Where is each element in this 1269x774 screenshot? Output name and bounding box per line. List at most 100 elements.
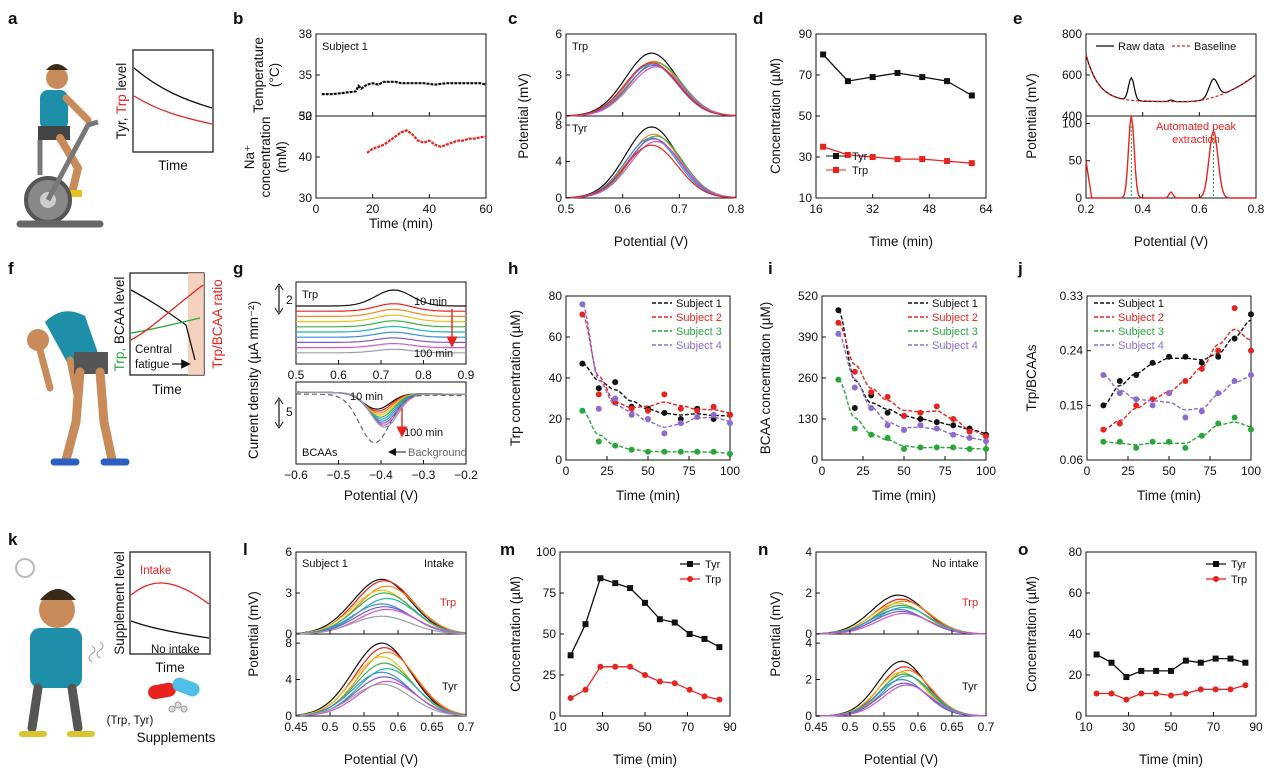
m-point-Trp — [686, 686, 693, 693]
h-plot-point-Subject 3 — [579, 407, 586, 414]
i-plot-point-Subject 1 — [835, 307, 842, 314]
b-bot-xtick-label: 40 — [423, 202, 437, 216]
g-top-xtick-label: 0.9 — [458, 368, 475, 382]
h-plot-xtick-label: 25 — [600, 464, 614, 478]
n-bot-ytick-label: 2 — [805, 673, 812, 687]
h-plot-point-Subject 2 — [612, 399, 619, 406]
i-plot-point-Subject 2 — [933, 403, 940, 410]
e-baseline-line — [1085, 54, 1257, 103]
b-bot-ytick-label: 30 — [299, 191, 313, 205]
panel-d-xlabel: Time (min) — [869, 234, 933, 249]
panel-a-ylabel: Tyr, Trp level — [114, 63, 129, 140]
g-top-curve-9 — [296, 348, 466, 354]
n-bot-curve-4 — [815, 673, 987, 717]
j-plot-point-Subject 4 — [1215, 390, 1222, 397]
e-bot-ytick-label: 100 — [1062, 116, 1082, 130]
c-bot-xtick-label: 0.8 — [728, 202, 745, 216]
c-bot-curve-4 — [565, 138, 737, 199]
n-bot-curve-0 — [816, 660, 987, 717]
panel-a: a Tyr, Trp level Time — [8, 9, 214, 228]
m-xtick-label: 90 — [723, 720, 737, 734]
m-point-Trp — [627, 663, 634, 670]
i-plot-point-Subject 4 — [868, 404, 875, 411]
o-point-Trp — [1108, 690, 1115, 697]
j-plot-point-Subject 2 — [1100, 426, 1107, 433]
m-point-Tyr — [642, 599, 648, 606]
scale-label-top: 2 — [286, 293, 293, 307]
d-point-Trp — [820, 143, 827, 150]
d-point-Trp — [968, 160, 975, 167]
o-xtick-label: 30 — [1122, 720, 1136, 734]
panel-o: o 0 20 40 60 80 10 30 50 70 90 Tyr Trp Concentratio… — [1018, 540, 1263, 767]
i-plot-fit-Subject 1 — [837, 309, 987, 434]
i-plot-legend-label-0: Subject 1 — [932, 298, 978, 310]
e-bot-xtick-label: 0.8 — [1248, 202, 1265, 216]
g-top-xtick-label: 0.7 — [373, 368, 390, 382]
c-bot-xtick-label: 0.6 — [614, 202, 631, 216]
panel-n-no-intake: No intake — [932, 558, 978, 570]
o-point-Trp — [1182, 690, 1189, 697]
h-plot-point-Subject 4 — [694, 413, 701, 420]
h-plot-xtick-label: 100 — [720, 464, 740, 478]
i-plot-point-Subject 4 — [901, 427, 907, 434]
g-top-curve-4 — [296, 320, 466, 328]
m-point-Tyr — [567, 652, 574, 659]
panel-label-k: k — [8, 530, 18, 549]
i-plot-legend-label-3: Subject 4 — [932, 340, 978, 352]
i-plot-point-Subject 4 — [917, 422, 924, 429]
panel-n-xlabel: Potential (V) — [864, 752, 938, 767]
panel-m-plot: 0 25 50 75 100 10 30 50 70 90 Tyr Trp — [536, 545, 737, 734]
l-bot-ytick-label: 8 — [285, 636, 292, 650]
i-plot-ytick-label: 130 — [798, 412, 818, 426]
panel-e-bottom-axes — [1085, 115, 1257, 199]
panel-k-intake: Intake — [140, 565, 171, 577]
e-top-ytick-label: 800 — [1062, 27, 1082, 41]
m-point-Trp — [567, 694, 574, 701]
c-bot-curve-6 — [565, 144, 737, 199]
d-ytick-label: 70 — [799, 68, 813, 82]
panel-l-bot-label: Tyr — [442, 681, 458, 693]
g-top-curve-6 — [296, 331, 466, 338]
i-plot-ytick-label: 520 — [798, 289, 818, 303]
cyclist-illustration — [16, 64, 104, 228]
j-plot-point-Subject 1 — [1198, 359, 1205, 366]
j-plot-point-Subject 2 — [1215, 347, 1222, 354]
panel-a-xlabel: Time — [158, 158, 188, 173]
o-point-Trp — [1138, 690, 1145, 697]
g-bot-xtick-label: −0.2 — [454, 468, 478, 482]
j-plot-point-Subject 4 — [1231, 378, 1238, 385]
d-point-Tyr — [968, 92, 975, 99]
i-plot-point-Subject 4 — [966, 434, 973, 441]
h-plot-ytick-label: 80 — [549, 289, 563, 303]
i-plot-point-Subject 1 — [917, 416, 924, 422]
panel-g-bot-label: BCAAs — [302, 447, 338, 459]
j-plot-point-Subject 3 — [1231, 414, 1238, 421]
sodium-line — [366, 129, 487, 154]
j-plot-point-Subject 3 — [1116, 438, 1123, 445]
o-point-Tyr — [1182, 657, 1189, 664]
h-plot-legend-label-0: Subject 1 — [676, 298, 722, 310]
central-fatigue-line1: Central — [135, 344, 172, 356]
panel-j-xlabel: Time (min) — [1137, 488, 1201, 503]
o-point-Tyr — [1168, 667, 1174, 674]
d-xtick-label: 64 — [979, 202, 993, 216]
panel-l: l Subject 1 Intake Trp Tyr 0 3 6 0 4 8 0.45 0.5… — [243, 540, 475, 767]
i-plot-ytick-label: 260 — [798, 371, 818, 385]
n-bot-xtick-label: 0.55 — [872, 720, 896, 734]
j-plot-fit-Subject 3 — [1103, 421, 1252, 446]
e-top-ytick-label: 400 — [1062, 109, 1082, 123]
o-point-Trp — [1123, 696, 1130, 703]
panel-h: h 0 20 40 60 80 0 25 50 75 100 Subject 1 Subject 2 S… — [508, 259, 740, 503]
h-plot-ytick-label: 20 — [549, 412, 563, 426]
h-plot-point-Subject 3 — [628, 446, 635, 453]
o-point-Trp — [1197, 686, 1204, 693]
panel-n-bottom-axes — [815, 633, 987, 717]
h-plot-point-Subject 2 — [710, 403, 717, 410]
j-plot-point-Subject 1 — [1133, 371, 1140, 378]
panel-b-plot: 32 35 38 30 40 50 0 20 40 60 — [299, 27, 493, 216]
e-legend-baseline-label: Baseline — [1194, 41, 1236, 53]
j-plot-point-Subject 2 — [1198, 365, 1205, 372]
panel-b-ylabel-top2: (°C) — [267, 63, 282, 87]
panel-c-plot: 0 3 6 0 4 8 0.5 0.6 0.7 0.8 — [555, 27, 744, 216]
